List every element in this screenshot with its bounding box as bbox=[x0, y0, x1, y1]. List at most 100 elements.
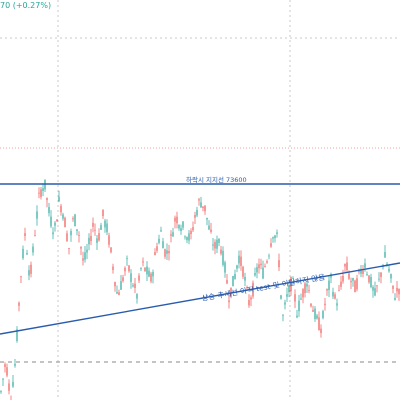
candle bbox=[136, 293, 138, 304]
candle bbox=[44, 179, 46, 193]
candle bbox=[86, 243, 88, 260]
candle bbox=[182, 220, 184, 231]
candle bbox=[356, 274, 358, 292]
candle bbox=[334, 292, 336, 300]
candle bbox=[140, 267, 142, 271]
candle bbox=[72, 216, 74, 222]
candle bbox=[148, 267, 150, 278]
candle bbox=[248, 294, 250, 308]
candle bbox=[12, 375, 14, 388]
candle bbox=[70, 228, 72, 242]
candle bbox=[316, 313, 318, 320]
candle bbox=[336, 298, 338, 311]
candle bbox=[330, 272, 332, 284]
candle bbox=[154, 248, 156, 256]
candle bbox=[66, 230, 68, 242]
candle bbox=[160, 226, 162, 232]
candle bbox=[152, 269, 154, 284]
candle bbox=[240, 250, 242, 271]
candle bbox=[344, 263, 346, 273]
candle bbox=[274, 234, 276, 243]
candle bbox=[304, 281, 306, 298]
candle bbox=[200, 196, 202, 208]
candle bbox=[68, 247, 70, 255]
candle bbox=[310, 302, 312, 308]
candle bbox=[124, 266, 126, 276]
candle bbox=[56, 218, 58, 222]
candle bbox=[36, 205, 38, 226]
candle bbox=[220, 245, 222, 256]
candle bbox=[394, 293, 396, 301]
candle bbox=[104, 218, 106, 233]
candle bbox=[360, 264, 362, 278]
candle bbox=[280, 294, 282, 300]
candle bbox=[340, 275, 342, 290]
candle bbox=[122, 274, 124, 283]
candle bbox=[318, 311, 320, 331]
candle bbox=[90, 228, 92, 246]
candle bbox=[16, 326, 18, 343]
candle bbox=[26, 249, 28, 256]
candle bbox=[282, 313, 284, 322]
candle bbox=[144, 267, 146, 273]
candle bbox=[102, 209, 104, 219]
candle bbox=[260, 258, 262, 270]
candle bbox=[184, 235, 186, 240]
candle bbox=[18, 301, 20, 312]
candle bbox=[314, 306, 316, 322]
candle bbox=[290, 276, 292, 296]
candle bbox=[244, 272, 246, 287]
candle bbox=[150, 271, 152, 284]
candle bbox=[224, 260, 226, 278]
candle bbox=[320, 324, 322, 338]
candle bbox=[324, 297, 326, 311]
candle bbox=[384, 245, 386, 258]
candle bbox=[14, 359, 16, 368]
candle bbox=[34, 229, 36, 237]
candle bbox=[250, 295, 252, 307]
candle bbox=[92, 217, 94, 233]
candle bbox=[262, 260, 264, 280]
candle bbox=[206, 217, 208, 226]
candle bbox=[88, 233, 90, 251]
candle bbox=[308, 284, 310, 294]
candle bbox=[146, 261, 148, 282]
candle bbox=[370, 273, 372, 289]
candle bbox=[198, 197, 200, 206]
candle bbox=[46, 197, 48, 208]
candle bbox=[120, 275, 122, 290]
candle bbox=[6, 363, 8, 378]
candle bbox=[350, 277, 352, 289]
candle bbox=[268, 253, 270, 260]
candle bbox=[84, 245, 86, 263]
candle bbox=[166, 243, 168, 261]
candle bbox=[116, 285, 118, 295]
candle bbox=[108, 232, 110, 248]
candle bbox=[228, 295, 230, 309]
candle bbox=[8, 379, 10, 395]
candle bbox=[82, 251, 84, 266]
candle bbox=[106, 219, 108, 236]
candle bbox=[174, 215, 176, 229]
candle bbox=[342, 269, 344, 284]
candle bbox=[254, 267, 256, 277]
candle bbox=[284, 299, 286, 310]
candle bbox=[48, 202, 50, 217]
candle bbox=[388, 265, 390, 273]
candle bbox=[60, 203, 62, 216]
candle bbox=[322, 309, 324, 320]
candle bbox=[2, 378, 4, 386]
candle bbox=[164, 248, 166, 259]
candle bbox=[132, 282, 134, 288]
candle bbox=[286, 287, 288, 302]
candle bbox=[258, 258, 260, 274]
uptrend-line bbox=[0, 262, 400, 335]
candle bbox=[234, 269, 236, 280]
candles-layer bbox=[0, 179, 400, 405]
candle bbox=[242, 265, 244, 280]
candle bbox=[172, 227, 174, 237]
candle bbox=[190, 228, 192, 240]
candle bbox=[196, 206, 198, 218]
